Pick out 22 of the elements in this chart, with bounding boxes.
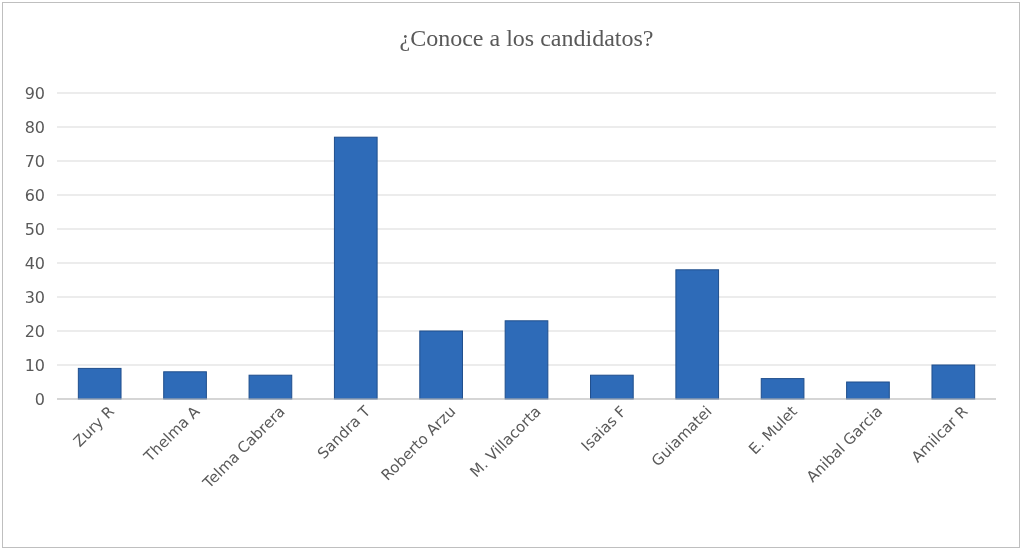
y-tick-label: 30 [24,287,45,307]
y-tick-label: 70 [24,151,45,171]
bar [163,371,207,400]
y-tick-label: 60 [24,185,45,205]
y-tick-label: 80 [24,117,45,137]
bar [333,136,378,400]
bar [419,330,463,400]
bar [675,269,720,400]
y-tick-label: 0 [34,389,45,409]
y-tick-label: 20 [24,321,45,341]
bar [248,374,293,400]
bar [77,367,122,400]
chart-title: ¿Conoce a los candidatos? [399,25,654,51]
bar [846,381,890,400]
y-tick-label: 10 [24,355,45,375]
y-tick-label: 40 [24,253,45,273]
y-tick-label: 50 [24,219,45,239]
bar [504,320,549,400]
y-tick-label: 90 [24,83,45,103]
bar [760,378,805,400]
bar [931,364,976,400]
bar [590,374,634,400]
